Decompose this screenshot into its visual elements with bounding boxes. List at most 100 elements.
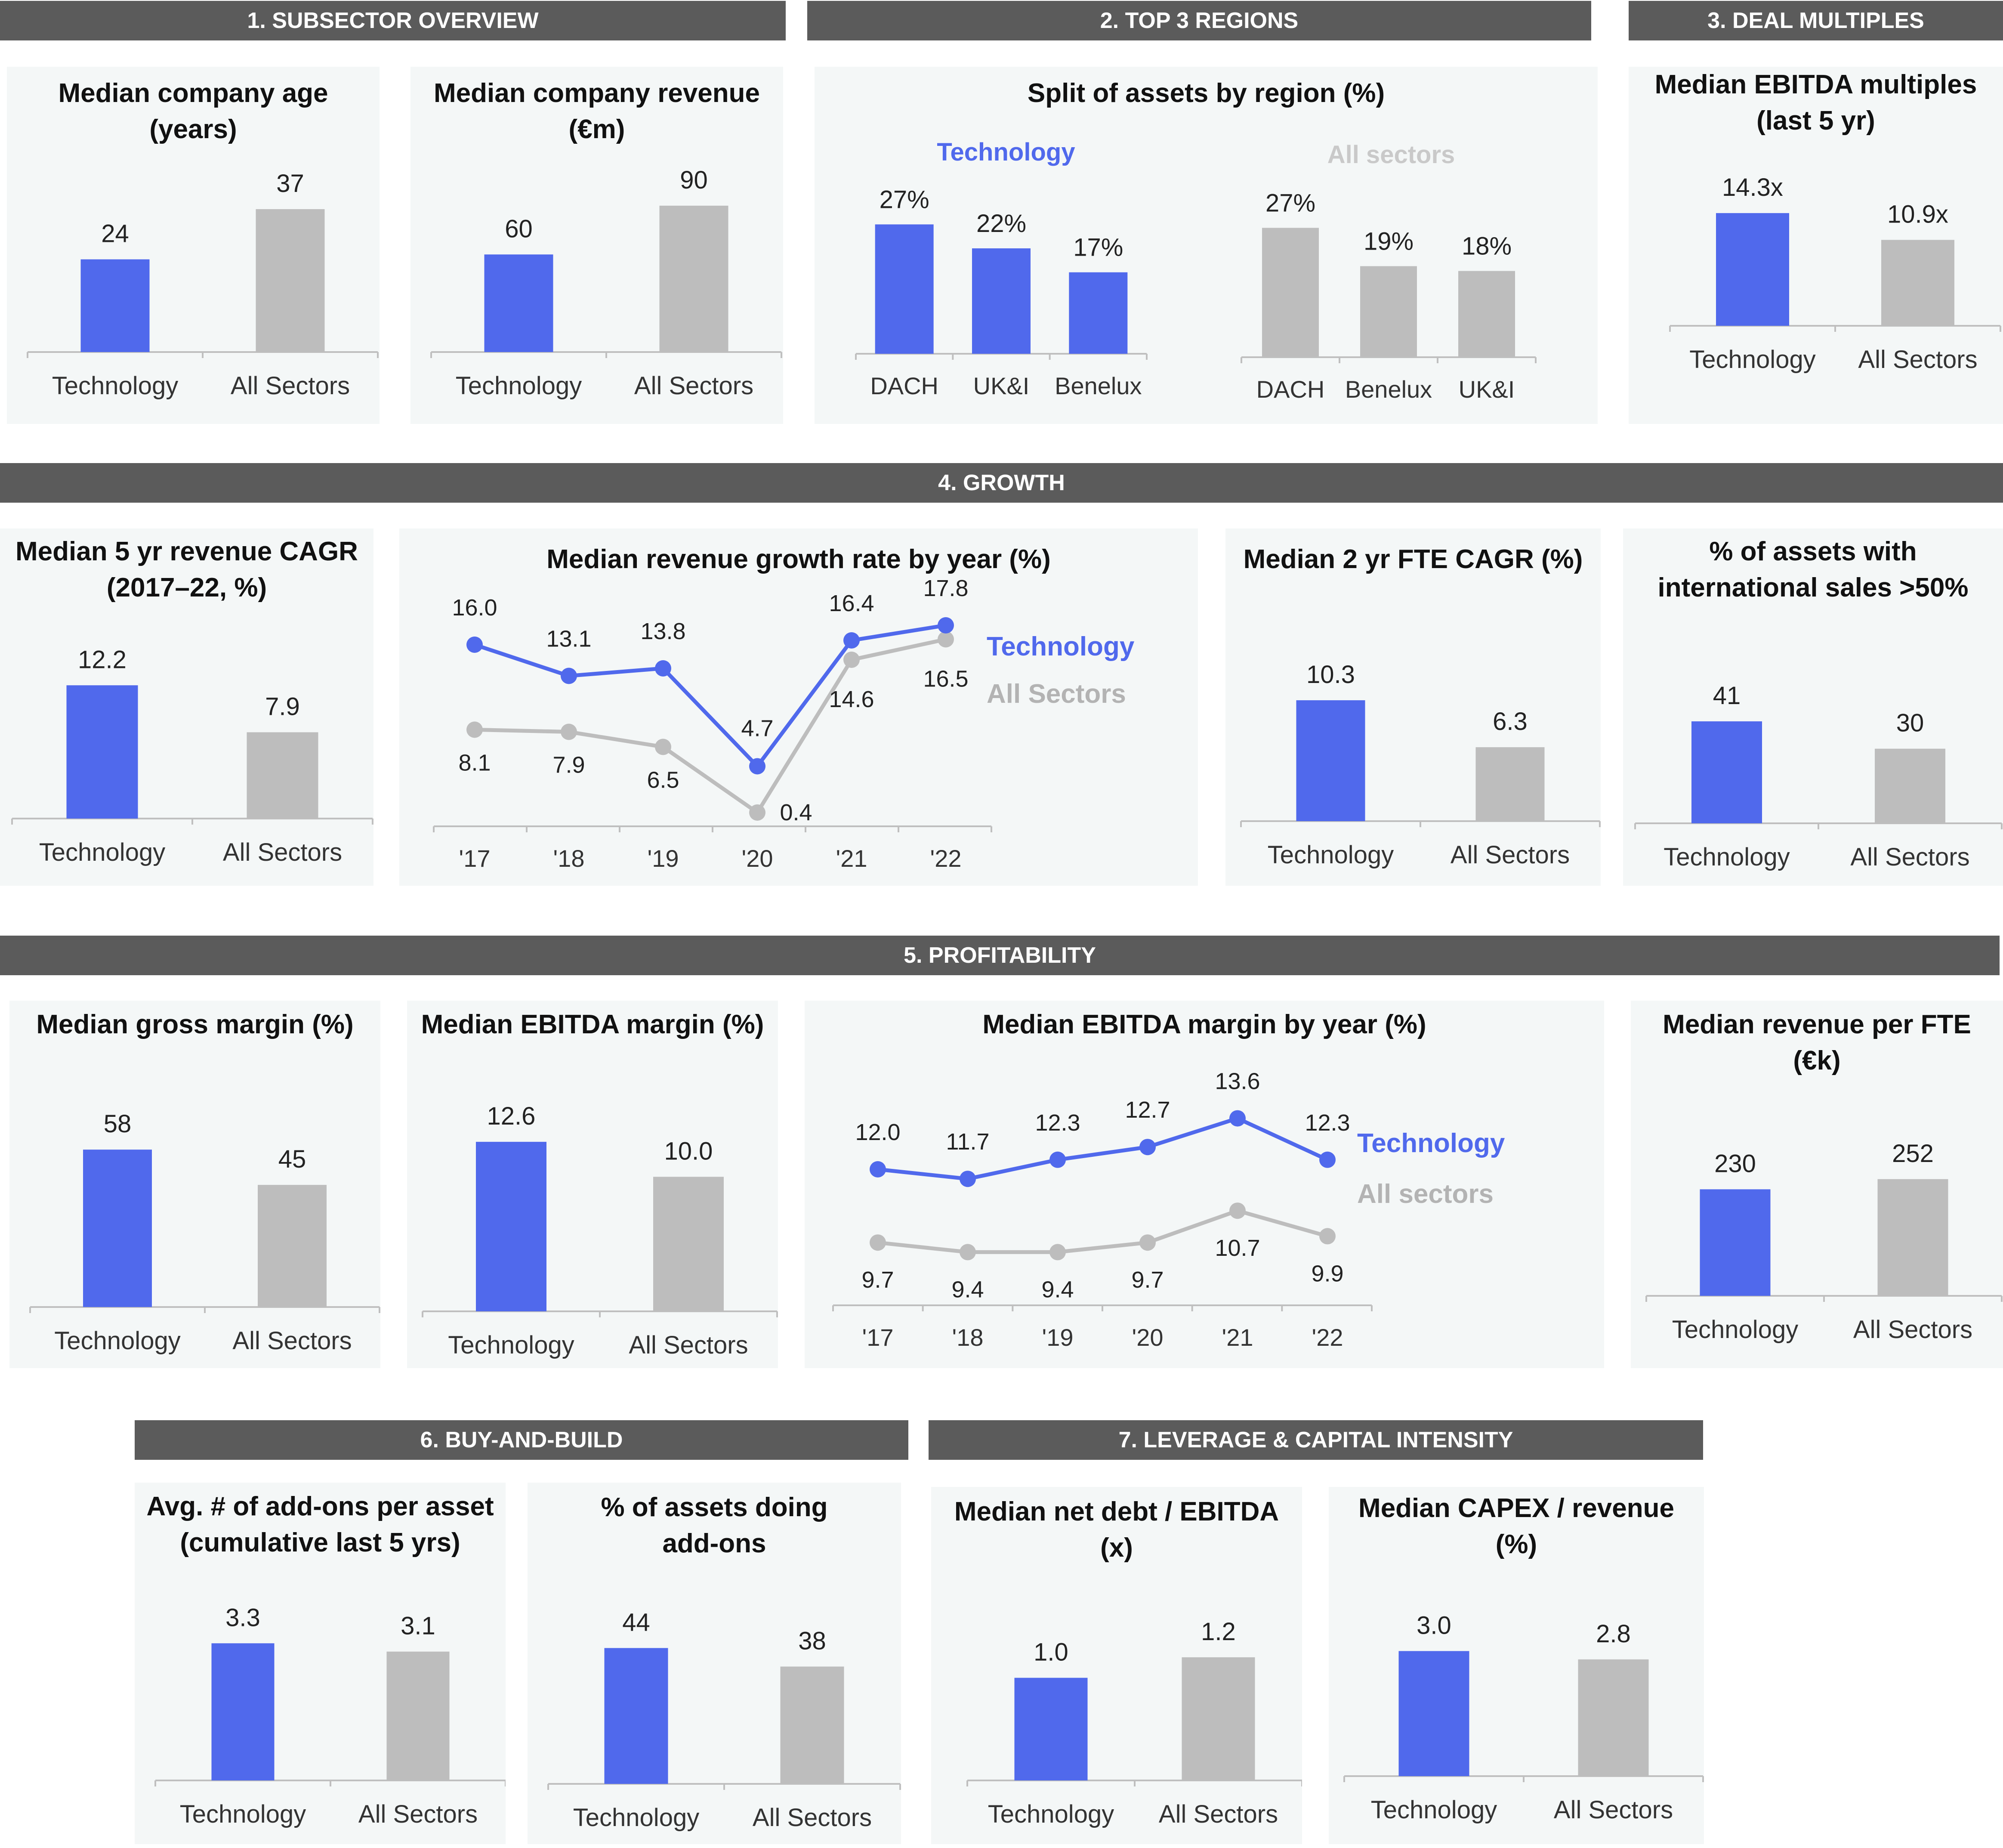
data-label: 12.3 bbox=[1035, 1110, 1080, 1136]
panel-title: % of assets doing add-ons bbox=[601, 1493, 828, 1558]
data-label: 12.6 bbox=[487, 1102, 536, 1130]
chart-revenue-growth-by-year: '17 '18 '19 '20 '21 '22 16.0 13.1 13.8 4.7 16.4 17.… bbox=[433, 575, 1135, 872]
data-label: 9.4 bbox=[1041, 1276, 1074, 1302]
data-label: 1.0 bbox=[1034, 1638, 1068, 1666]
data-label: 30 bbox=[1896, 709, 1924, 737]
bar-all-sectors bbox=[1881, 240, 1954, 326]
panel-median-ebitda-margin: Median EBITDA margin (%) 12.6 Technology 1… bbox=[407, 1001, 778, 1368]
data-label: 0.4 bbox=[780, 800, 812, 825]
panel-title: Median company age (years) bbox=[58, 78, 328, 144]
panel-title: Median company revenue (€m) bbox=[433, 78, 760, 144]
section-header-top-3-regions: 2. TOP 3 REGIONS bbox=[807, 1, 1591, 40]
panel-title: Median 5 yr revenue CAGR (2017–22, %) bbox=[15, 537, 358, 603]
data-label: 252 bbox=[1892, 1140, 1934, 1168]
data-label: 9.7 bbox=[861, 1267, 894, 1293]
x-tick-label: '22 bbox=[1312, 1324, 1343, 1351]
data-label: 10.3 bbox=[1306, 661, 1355, 689]
series-line-technology bbox=[474, 623, 946, 769]
data-label: 10.9x bbox=[1887, 200, 1948, 228]
x-tick-label: All Sectors bbox=[231, 372, 350, 400]
panel-title: Median 2 yr FTE CAGR (%) bbox=[1243, 544, 1583, 574]
series-line-technology bbox=[877, 1116, 1328, 1181]
data-label: 9.4 bbox=[951, 1276, 984, 1302]
x-tick-label: All Sectors bbox=[1554, 1796, 1673, 1824]
data-point bbox=[1139, 1139, 1156, 1156]
series-line-all-sectors bbox=[877, 1208, 1328, 1254]
chart-median-5yr-revenue-cagr: 12.2 Technology 7.9 All Sectors bbox=[11, 646, 373, 866]
x-tick-label: '22 bbox=[930, 845, 962, 872]
data-label: 14.6 bbox=[829, 686, 874, 712]
x-tick-label: '18 bbox=[952, 1324, 984, 1351]
data-point bbox=[749, 758, 765, 775]
bar-technology bbox=[211, 1643, 275, 1780]
panel-median-ebitda-multiples: Median EBITDA multiples (last 5 yr) 14.3x… bbox=[1629, 67, 2003, 424]
panel-capex-revenue: Median CAPEX / revenue (%) 3.0 Technology 2… bbox=[1329, 1487, 1704, 1844]
panel-title: Median revenue per FTE (€k) bbox=[1663, 1010, 1971, 1075]
section-header-subsector-overview: 1. SUBSECTOR OVERVIEW bbox=[0, 1, 786, 40]
data-label: 27% bbox=[1265, 189, 1315, 217]
data-label: 10.0 bbox=[664, 1137, 713, 1165]
bar-all-sectors bbox=[247, 732, 318, 819]
chart-median-revenue-per-fte: 230 Technology 252 All Sectors bbox=[1645, 1140, 2003, 1344]
chart-add-ons-per-asset: 3.3 Technology 3.1 All Sectors bbox=[154, 1604, 506, 1828]
data-point bbox=[1049, 1151, 1066, 1168]
data-point bbox=[466, 637, 483, 653]
data-point bbox=[843, 632, 860, 649]
legend-label: Technology bbox=[1357, 1128, 1505, 1158]
panel-add-ons-per-asset: Avg. # of add-ons per asset (cumulative l… bbox=[135, 1483, 506, 1844]
x-tick-label: Benelux bbox=[1345, 376, 1432, 403]
data-point bbox=[843, 652, 860, 668]
x-tick-label: Technology bbox=[1689, 346, 1815, 374]
data-point bbox=[749, 804, 765, 821]
data-label: 60 bbox=[505, 215, 533, 243]
x-tick-label: UK&I bbox=[973, 372, 1030, 399]
data-point bbox=[1229, 1202, 1246, 1219]
bar-region bbox=[875, 224, 934, 354]
bar-technology bbox=[80, 259, 150, 352]
panel-title: Avg. # of add-ons per asset (cumulative l… bbox=[146, 1492, 494, 1558]
data-label: 38 bbox=[798, 1627, 826, 1655]
data-label: 24 bbox=[101, 220, 129, 248]
data-label: 27% bbox=[880, 185, 929, 213]
chart-median-company-revenue: 60 Technology 90 All Sectors bbox=[430, 166, 782, 400]
x-tick-label: All Sectors bbox=[634, 372, 753, 400]
bar-all-sectors bbox=[1475, 747, 1545, 821]
data-point bbox=[960, 1171, 976, 1187]
data-label: 22% bbox=[976, 210, 1026, 238]
section-header-growth: 4. GROWTH bbox=[0, 463, 2003, 503]
panel-revenue-growth-by-year: Median revenue growth rate by year (%) '… bbox=[399, 528, 1198, 886]
panel-title: Median EBITDA margin by year (%) bbox=[982, 1010, 1426, 1039]
bar-all-sectors bbox=[780, 1666, 844, 1784]
chart-median-ebitda-margin: 12.6 Technology 10.0 All Sectors bbox=[422, 1102, 778, 1359]
data-label: 7.9 bbox=[265, 692, 300, 720]
data-label: 13.8 bbox=[640, 618, 685, 644]
section-header-profitability: 5. PROFITABILITY bbox=[0, 936, 2000, 975]
legend-label: Technology bbox=[987, 632, 1135, 661]
data-label: 58 bbox=[104, 1110, 132, 1138]
legend-label: Technology bbox=[937, 138, 1075, 166]
chart-split-of-assets-by-region: Technology 27% DACH 22% UK&I 17% Benelux All se… bbox=[855, 138, 1537, 403]
x-tick-label: All Sectors bbox=[223, 838, 342, 866]
panel-title: Median revenue growth rate by year (%) bbox=[546, 544, 1051, 574]
bar-all-sectors bbox=[659, 205, 728, 352]
x-tick-label: All Sectors bbox=[1451, 841, 1570, 869]
bar-all-sectors bbox=[1182, 1657, 1255, 1780]
panel-split-of-assets-by-region: Split of assets by region (%) Technology… bbox=[815, 67, 1598, 424]
data-label: 6.3 bbox=[1493, 708, 1528, 735]
data-label: 13.1 bbox=[546, 626, 591, 652]
data-label: 230 bbox=[1714, 1150, 1756, 1177]
data-label: 7.9 bbox=[552, 752, 585, 778]
x-tick-label: UK&I bbox=[1459, 376, 1515, 403]
data-point bbox=[938, 617, 954, 634]
x-tick-label: Benelux bbox=[1055, 372, 1142, 399]
panel-median-revenue-per-fte: Median revenue per FTE (€k) 230 Technology… bbox=[1631, 1001, 2003, 1368]
bar-region bbox=[1262, 228, 1319, 357]
data-point bbox=[561, 723, 577, 740]
bar-all-sectors bbox=[256, 209, 325, 352]
x-tick-label: '21 bbox=[1222, 1324, 1253, 1351]
data-label: 1.2 bbox=[1201, 1618, 1236, 1646]
x-tick-label: All Sectors bbox=[1850, 843, 1969, 871]
panel-median-5yr-revenue-cagr: Median 5 yr revenue CAGR (2017–22, %) 12.… bbox=[0, 528, 373, 886]
panel-median-company-revenue: Median company revenue (€m) 60 Technology 9… bbox=[410, 67, 783, 424]
x-tick-label: Technology bbox=[1268, 841, 1394, 869]
